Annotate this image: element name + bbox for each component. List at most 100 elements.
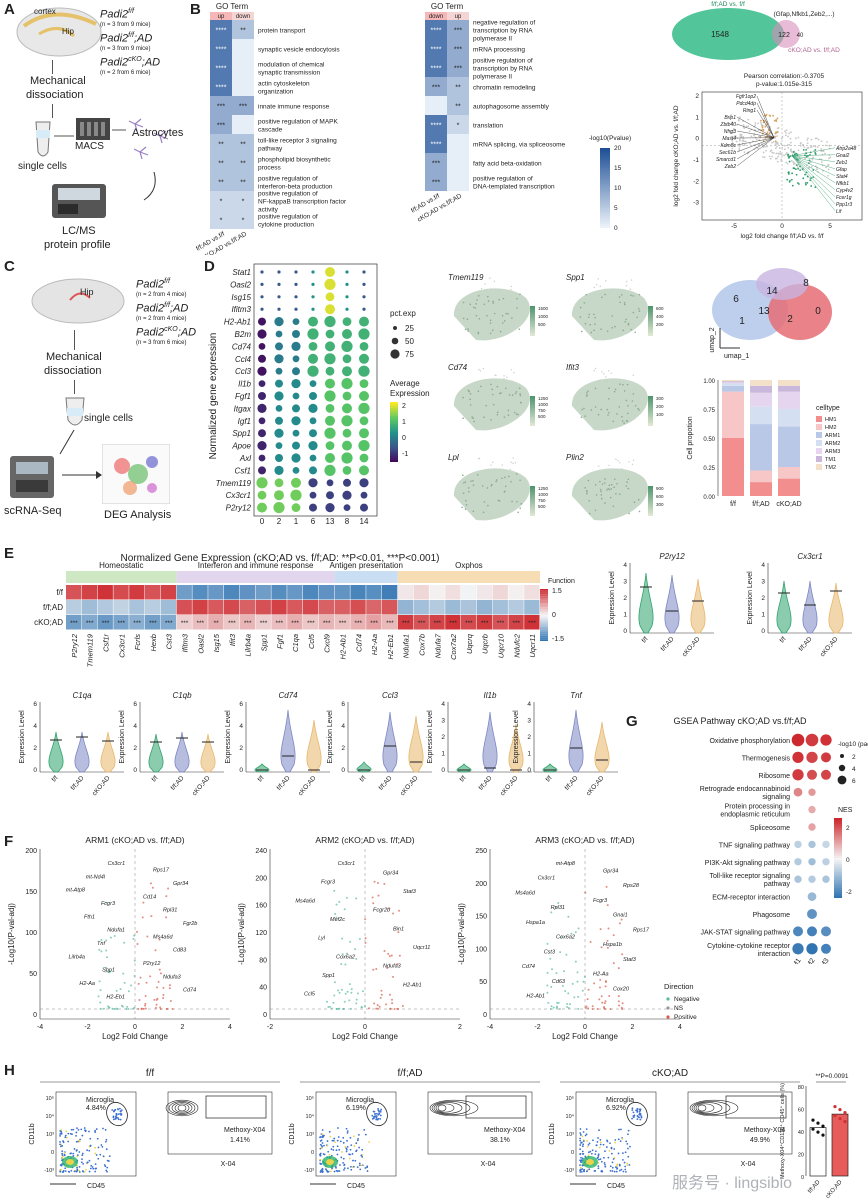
flow-event <box>97 1138 99 1140</box>
feature-point <box>490 332 492 334</box>
volcano-point <box>341 938 343 940</box>
scatter-gene-label: Pdcd4dp <box>736 101 756 107</box>
feature-point <box>468 487 470 489</box>
feature-point <box>588 314 590 316</box>
step-lcms: LC/MS <box>62 226 96 237</box>
gsea-colorbar-step <box>834 822 842 824</box>
volcano-point <box>381 994 383 996</box>
go-cell <box>447 134 469 153</box>
feature-point <box>490 419 492 421</box>
feature-blob <box>572 378 648 430</box>
scatter-point-neg <box>762 129 764 131</box>
volcano-point <box>134 975 136 977</box>
flow-event <box>104 1165 106 1167</box>
go-term-label: innate immune response <box>258 104 330 111</box>
heat-cell <box>319 600 334 615</box>
go-sig: *** <box>454 28 462 35</box>
gsea-dot <box>794 876 801 883</box>
flow-event <box>357 1139 359 1141</box>
violin-ytick: 4 <box>341 723 345 730</box>
volcano-point <box>170 1000 172 1002</box>
scatter-point <box>786 152 788 154</box>
volcano-point <box>559 1008 561 1010</box>
flow-event <box>586 1128 588 1130</box>
genotype-c1: Padi2f/f <box>136 278 170 291</box>
prop-segment <box>750 380 772 386</box>
volcano-ytick: 50 <box>29 971 37 978</box>
volcano-point <box>100 950 102 952</box>
gsea-colorbar-step <box>834 856 842 858</box>
flow-microglia-event <box>118 1113 120 1115</box>
volcano-point <box>334 913 336 915</box>
feature-colorbar-step <box>648 513 653 515</box>
umap-cluster-label: 6 <box>733 294 739 305</box>
flow-event <box>627 1148 629 1150</box>
feature-colorbar-step <box>648 308 653 310</box>
feature-colorbar-step <box>648 399 653 401</box>
flow-event <box>61 1165 63 1167</box>
gsea-dot <box>806 734 819 747</box>
feature-point <box>520 402 522 404</box>
flow-event <box>71 1129 73 1131</box>
feature-point <box>512 394 514 396</box>
genotype-c2-n: (n = 2 from 4 mice) <box>136 316 187 322</box>
scatter-point <box>747 119 749 121</box>
volcano-point <box>362 990 364 992</box>
flow-ytick: 0 <box>51 1150 54 1156</box>
feature-point <box>465 481 467 483</box>
flow-event <box>81 1154 83 1156</box>
heat-sig: *** <box>323 620 331 627</box>
volcano-title: ARM1 (cKO;AD vs. f/f;AD) <box>85 835 184 845</box>
volcano-point <box>590 941 592 943</box>
feature-colorbar-step <box>648 420 653 422</box>
heat-cell <box>461 585 476 600</box>
dot-mark <box>260 270 263 273</box>
scatter-point <box>827 164 829 166</box>
flow-event <box>337 1170 339 1172</box>
violin-group-label: f/f;AD <box>564 775 580 792</box>
feature-point <box>484 501 486 503</box>
volcano-point <box>402 1005 404 1007</box>
flow-methoxy-label: Methoxy-X04 <box>224 1127 265 1134</box>
gsea-colorbar-tick: 0 <box>846 857 850 864</box>
feature-colorbar-step <box>530 411 535 413</box>
go-colorbar-step <box>600 220 610 222</box>
feature-point <box>580 307 582 309</box>
scatter-point <box>779 151 781 153</box>
feature-point <box>581 416 583 418</box>
volcano-point <box>126 1006 128 1008</box>
scatter-point <box>749 130 751 132</box>
feature-point-top <box>611 373 612 374</box>
dot-gene-label: Itgax <box>234 404 252 413</box>
violin-ytick: 6 <box>341 701 345 708</box>
flow-event <box>366 1165 368 1167</box>
feature-colorbar-step <box>648 416 653 418</box>
flow-event <box>613 1158 615 1160</box>
heat-legend-step <box>540 631 548 632</box>
prop-segment <box>778 386 800 392</box>
feature-point <box>624 390 626 392</box>
volcano-point <box>575 961 577 963</box>
flow-event <box>618 1153 620 1155</box>
flow-event <box>588 1168 590 1170</box>
volcano-xlabel: Log2 Fold Change <box>552 1032 618 1041</box>
violin-ytick: 3 <box>761 579 765 586</box>
flow-event <box>76 1127 78 1129</box>
feature-point <box>508 410 510 412</box>
flow-microglia-event <box>113 1115 115 1117</box>
prop-segment <box>778 467 800 479</box>
dot-colorbar-step <box>390 432 398 434</box>
dot-mark <box>345 308 348 311</box>
feature-colorbar-step <box>648 320 653 322</box>
go-term-label: protein transport <box>258 28 306 35</box>
feature-colorbar-step <box>530 504 535 506</box>
scatter-point-neg <box>765 137 767 139</box>
heat-sig: *** <box>370 620 378 627</box>
dot-colorbar-step <box>390 430 398 432</box>
flow-event <box>109 1155 111 1157</box>
heat-legend-step <box>540 597 548 598</box>
violin-shape <box>803 581 817 633</box>
scatter-point <box>787 144 789 146</box>
volcano-point <box>114 1008 116 1010</box>
feature-point <box>470 393 472 395</box>
